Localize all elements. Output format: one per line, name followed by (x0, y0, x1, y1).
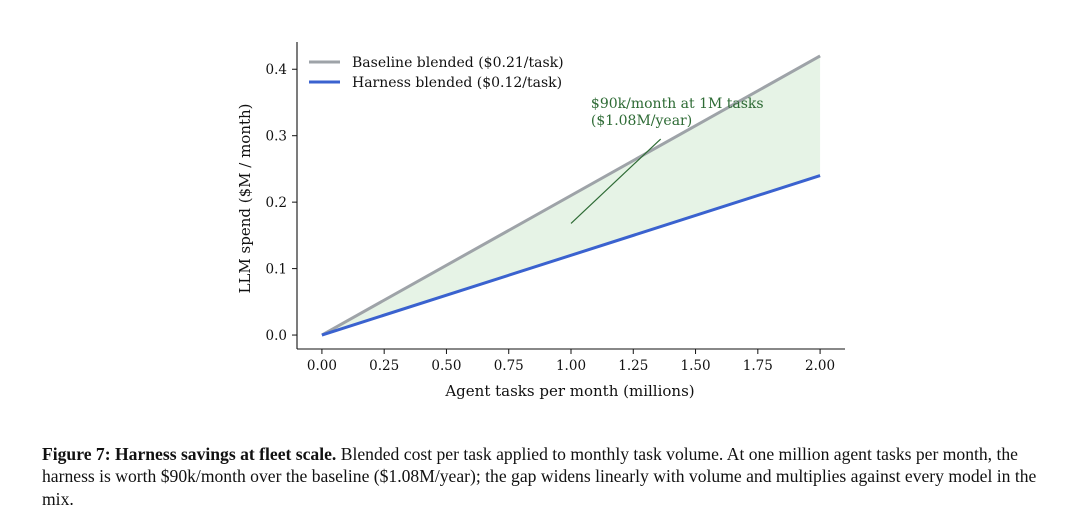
chart-figure: 0.00 0.25 0.50 0.75 1.00 1.25 1.50 1.75 2.00 0.0 0… (236, 42, 845, 400)
y-tick-label: 0.0 (266, 328, 287, 344)
annotation-arrow-line (570, 138, 662, 224)
y-tick-label: 0.3 (266, 129, 287, 145)
legend-label-harness: Harness blended ($0.12/task) (352, 75, 562, 91)
caption-label: Figure 7: Harness savings at fleet scale… (42, 443, 337, 464)
x-tick-label: 1.50 (681, 358, 711, 374)
x-tick-label: 2.00 (805, 358, 835, 374)
y-tick-label: 0.1 (266, 262, 287, 278)
x-tick-label: 1.00 (556, 358, 586, 374)
y-axis-label: LLM spend ($M / month) (236, 103, 254, 293)
harness-series-line (321, 174, 821, 337)
x-axis-label: Agent tasks per month (millions) (444, 382, 694, 400)
y-tick-label: 0.4 (266, 62, 287, 78)
annotation-text: ($1.08M/year) (591, 113, 692, 129)
annotation-text: $90k/month at 1M tasks (591, 96, 764, 112)
x-tick-label: 0.25 (369, 358, 399, 374)
y-tick-label: 0.2 (266, 195, 287, 211)
x-tick-label: 0.75 (494, 358, 524, 374)
x-tick-label: 1.75 (743, 358, 773, 374)
x-tick-label: 0.00 (307, 358, 337, 374)
x-tick-label: 0.50 (431, 358, 461, 374)
caption-text: Blended cost per task applied to monthly… (42, 443, 1037, 509)
line-chart: 0.00 0.25 0.50 0.75 1.00 1.25 1.50 1.75 2.00 0.0 0… (236, 42, 845, 400)
x-tick-label: 1.25 (618, 358, 648, 374)
legend-label-baseline: Baseline blended ($0.21/task) (352, 55, 564, 71)
figure-caption: Figure 7: Harness savings at fleet scale… (42, 443, 1042, 511)
baseline-series-line (321, 54, 821, 337)
